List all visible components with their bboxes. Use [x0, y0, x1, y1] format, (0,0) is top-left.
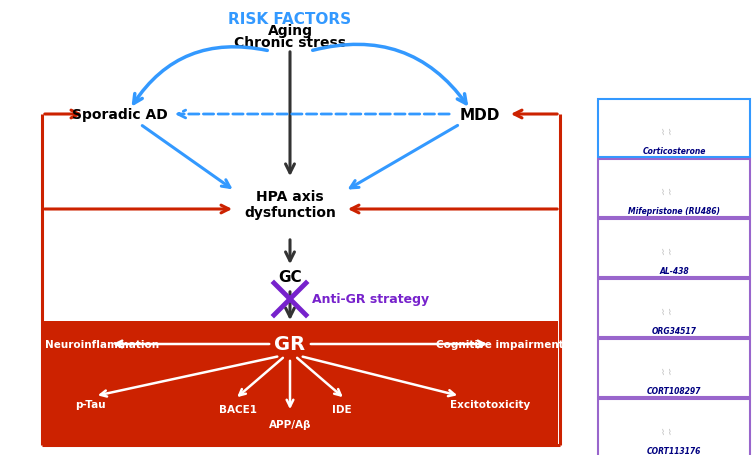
Text: Aging: Aging [268, 24, 312, 38]
Text: CORT108297: CORT108297 [647, 387, 701, 396]
Text: ORG34517: ORG34517 [652, 327, 696, 336]
Bar [598, 100, 750, 157]
Text: p-Tau: p-Tau [75, 399, 105, 409]
Text: GC: GC [278, 270, 302, 285]
Bar [44, 321, 558, 445]
Text: Chronic stress: Chronic stress [234, 36, 346, 50]
Bar [598, 399, 750, 455]
Text: Sporadic AD: Sporadic AD [72, 108, 168, 122]
Text: ⌇ ⌇: ⌇ ⌇ [661, 247, 672, 256]
Text: Neuroinflammation: Neuroinflammation [45, 339, 159, 349]
Bar [598, 279, 750, 337]
Text: IDE: IDE [332, 404, 352, 414]
Text: Anti-GR strategy: Anti-GR strategy [312, 293, 429, 306]
Text: CORT113176: CORT113176 [647, 446, 701, 455]
Text: Mifepristone (RU486): Mifepristone (RU486) [628, 207, 720, 216]
Text: ⌇ ⌇: ⌇ ⌇ [661, 187, 672, 196]
Text: ⌇ ⌇: ⌇ ⌇ [661, 367, 672, 375]
Text: ⌇ ⌇: ⌇ ⌇ [661, 307, 672, 316]
Text: HPA axis
dysfunction: HPA axis dysfunction [244, 189, 336, 220]
Text: RISK FACTORS: RISK FACTORS [228, 12, 352, 27]
Text: APP/Aβ: APP/Aβ [268, 419, 311, 429]
Text: ⌇ ⌇: ⌇ ⌇ [661, 426, 672, 435]
Bar [598, 160, 750, 217]
Text: MDD: MDD [460, 107, 500, 122]
Text: ⌇ ⌇: ⌇ ⌇ [661, 127, 672, 136]
Bar [598, 339, 750, 397]
Text: GR: GR [274, 335, 305, 354]
Text: Cognitive impairment: Cognitive impairment [436, 339, 564, 349]
Bar [598, 219, 750, 278]
Text: Excitotoxicity: Excitotoxicity [450, 399, 530, 409]
Text: Corticosterone: Corticosterone [643, 147, 705, 156]
Text: AL-438: AL-438 [659, 267, 689, 276]
Text: BACE1: BACE1 [219, 404, 257, 414]
